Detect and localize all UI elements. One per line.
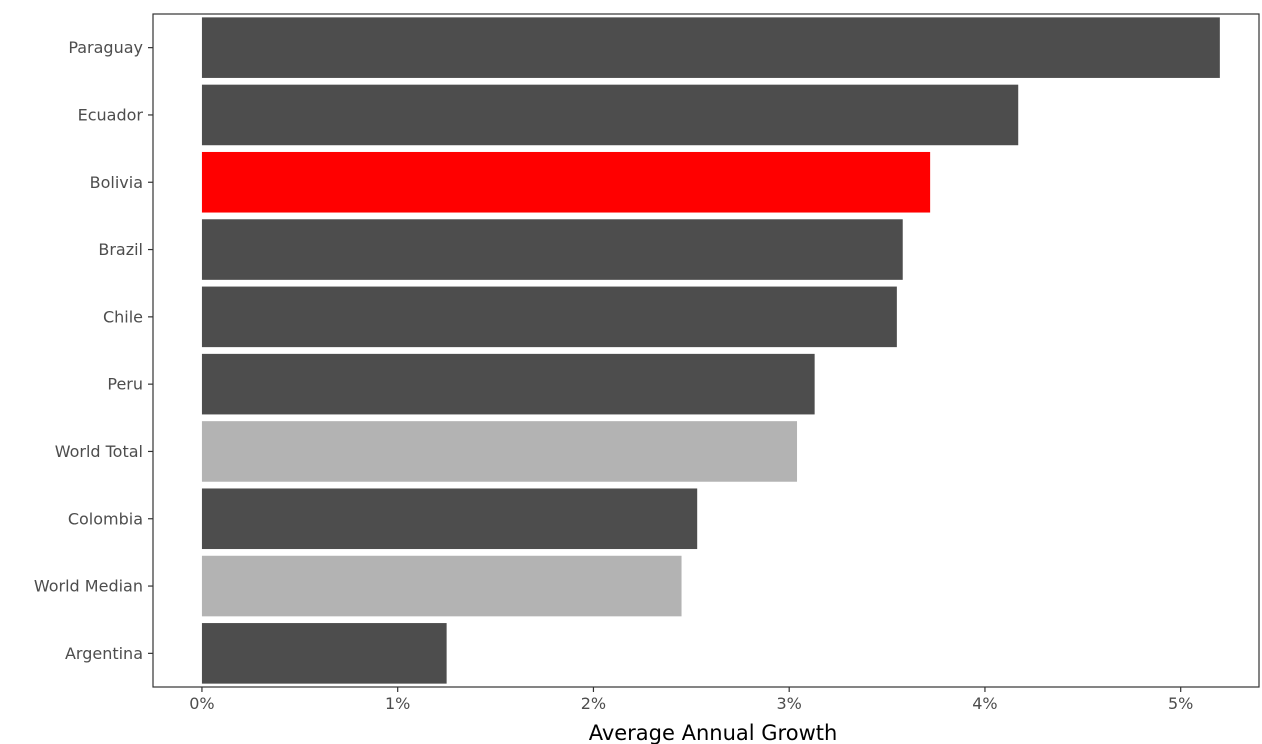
y-tick-label: Bolivia [90, 173, 143, 192]
x-tick-label: 3% [776, 694, 801, 713]
y-axis: Paraguay Ecuador Bolivia Brazil Chile Peru Wor… [34, 38, 153, 663]
bar [201, 84, 1019, 146]
bar [201, 286, 897, 348]
bar [201, 555, 682, 617]
bar [201, 353, 815, 415]
y-tick-label: World Median [34, 577, 143, 596]
bar [201, 421, 798, 482]
y-tick-label: Paraguay [68, 38, 143, 57]
bar [201, 623, 447, 684]
bar [201, 151, 931, 213]
bar [201, 17, 1220, 78]
y-tick-label: Peru [107, 375, 143, 394]
x-tick-label: 0% [189, 694, 214, 713]
x-tick-label: 5% [1168, 694, 1193, 713]
x-tick-label: 4% [972, 694, 997, 713]
x-axis-title: Average Annual Growth [589, 721, 838, 744]
bar [201, 488, 698, 550]
bars [201, 17, 1220, 684]
y-tick-label: Colombia [68, 509, 143, 528]
panel-border [152, 13, 1260, 688]
y-tick-label: Ecuador [78, 105, 144, 124]
y-tick-label: Chile [103, 307, 143, 326]
y-tick-label: Argentina [65, 644, 143, 663]
x-tick-label: 2% [581, 694, 606, 713]
x-tick-label: 1% [385, 694, 410, 713]
y-tick-label: World Total [55, 442, 143, 461]
y-tick-label: Brazil [98, 240, 143, 259]
bar [201, 219, 903, 280]
x-axis: 0% 1% 2% 3% 4% 5% [189, 687, 1193, 713]
